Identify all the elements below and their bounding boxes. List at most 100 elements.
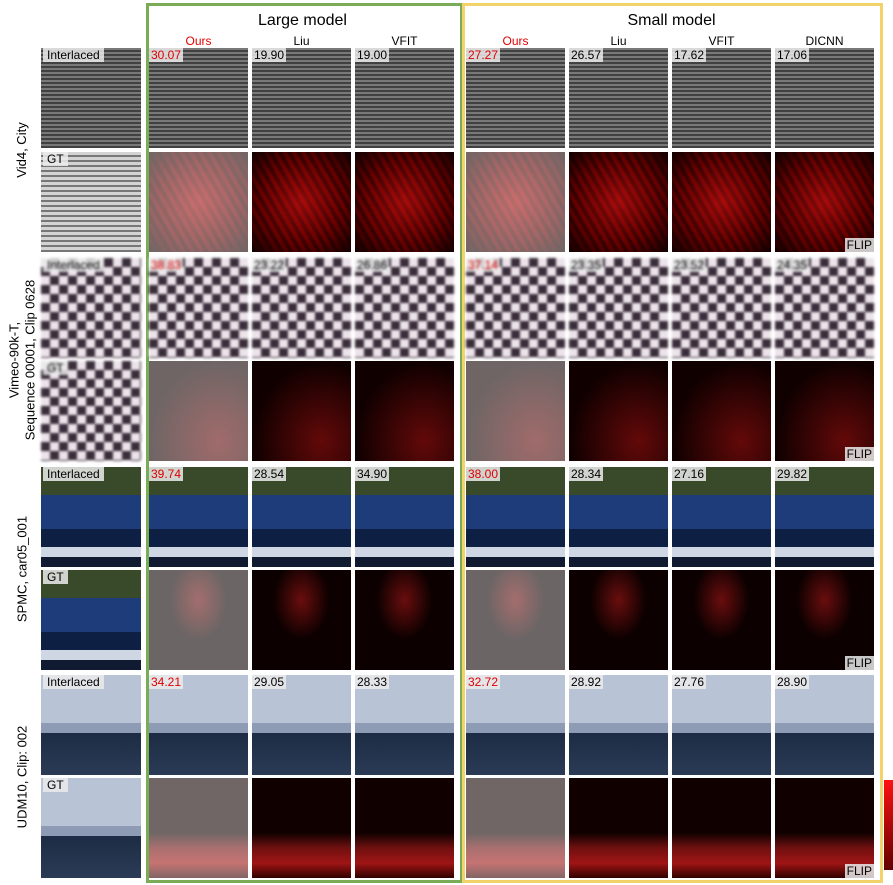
psnr-score: 28.92 bbox=[569, 675, 603, 689]
psnr-score: 34.21 bbox=[149, 675, 183, 689]
result-image: 28.34 bbox=[569, 467, 668, 567]
psnr-score: 32.72 bbox=[466, 675, 500, 689]
error-map bbox=[569, 152, 668, 252]
result-image: 27.27 bbox=[466, 48, 565, 148]
result-image: 38.83 bbox=[149, 258, 248, 358]
error-map: FLIP bbox=[775, 152, 874, 252]
error-map: FLIP bbox=[775, 778, 874, 878]
result-image: 17.06 bbox=[775, 48, 874, 148]
result-image: 23.35 bbox=[569, 258, 668, 358]
result-image: 19.90 bbox=[252, 48, 351, 148]
result-image: 37.14 bbox=[466, 258, 565, 358]
method-label: Liu bbox=[252, 34, 351, 48]
section-label-line: SPMC, car05_001 bbox=[14, 467, 30, 670]
error-map bbox=[149, 778, 248, 878]
error-map bbox=[569, 778, 668, 878]
section-label-line: Vid4, City bbox=[14, 48, 30, 252]
gt-image: GT bbox=[41, 361, 141, 461]
colorbar bbox=[884, 780, 893, 870]
gt-label: GT bbox=[43, 361, 68, 375]
psnr-score: 29.82 bbox=[775, 467, 809, 481]
error-map bbox=[355, 570, 454, 670]
group-title: Large model bbox=[149, 12, 456, 30]
group-title: Small model bbox=[466, 12, 877, 30]
result-image: 39.74 bbox=[149, 467, 248, 567]
error-map bbox=[569, 570, 668, 670]
result-image: 34.90 bbox=[355, 467, 454, 567]
result-image: 28.54 bbox=[252, 467, 351, 567]
error-map bbox=[149, 361, 248, 461]
error-map bbox=[466, 778, 565, 878]
section-label: UDM10, Clip: 002 bbox=[4, 675, 40, 878]
psnr-score: 23.52 bbox=[672, 258, 706, 272]
section-label-line: UDM10, Clip: 002 bbox=[14, 675, 30, 878]
gt-label: GT bbox=[43, 778, 68, 792]
psnr-score: 24.35 bbox=[775, 258, 809, 272]
psnr-score: 28.34 bbox=[569, 467, 603, 481]
error-map bbox=[672, 361, 771, 461]
error-map: FLIP bbox=[775, 361, 874, 461]
result-image: 30.07 bbox=[149, 48, 248, 148]
error-map bbox=[355, 778, 454, 878]
flip-label: FLIP bbox=[845, 656, 874, 670]
psnr-score: 34.90 bbox=[355, 467, 389, 481]
result-image: 24.35 bbox=[775, 258, 874, 358]
gt-image: GT bbox=[41, 570, 141, 670]
error-map bbox=[466, 152, 565, 252]
method-label: DICNN bbox=[775, 34, 874, 48]
input-label: Interlaced bbox=[43, 258, 104, 272]
psnr-score: 28.33 bbox=[355, 675, 389, 689]
error-map bbox=[252, 152, 351, 252]
method-label: VFIT bbox=[672, 34, 771, 48]
input-image: Interlaced bbox=[41, 675, 141, 775]
result-image: 26.86 bbox=[355, 258, 454, 358]
psnr-score: 19.00 bbox=[355, 48, 389, 62]
error-map bbox=[149, 152, 248, 252]
psnr-score: 23.35 bbox=[569, 258, 603, 272]
section-label: Vid4, City bbox=[4, 48, 40, 252]
error-map bbox=[252, 361, 351, 461]
result-image: 23.52 bbox=[672, 258, 771, 358]
figure: Large modelOursLiuVFITSmall modelOursLiu… bbox=[0, 0, 893, 885]
input-image: Interlaced bbox=[41, 258, 141, 358]
result-image: 26.57 bbox=[569, 48, 668, 148]
flip-label: FLIP bbox=[845, 864, 874, 878]
error-map bbox=[672, 778, 771, 878]
gt-label: GT bbox=[43, 152, 68, 166]
flip-label: FLIP bbox=[845, 238, 874, 252]
input-label: Interlaced bbox=[43, 48, 104, 62]
flip-label: FLIP bbox=[845, 447, 874, 461]
psnr-score: 27.16 bbox=[672, 467, 706, 481]
section-label-line: Sequence 00001, Clip 0628 bbox=[22, 258, 38, 461]
result-image: 19.00 bbox=[355, 48, 454, 148]
error-map bbox=[672, 152, 771, 252]
error-map bbox=[355, 152, 454, 252]
result-image: 34.21 bbox=[149, 675, 248, 775]
error-map bbox=[355, 361, 454, 461]
psnr-score: 39.74 bbox=[149, 467, 183, 481]
psnr-score: 17.62 bbox=[672, 48, 706, 62]
result-image: 17.62 bbox=[672, 48, 771, 148]
result-image: 27.76 bbox=[672, 675, 771, 775]
error-map bbox=[466, 361, 565, 461]
psnr-score: 23.22 bbox=[252, 258, 286, 272]
error-map: FLIP bbox=[775, 570, 874, 670]
method-label: Ours bbox=[466, 34, 565, 48]
psnr-score: 17.06 bbox=[775, 48, 809, 62]
result-image: 38.00 bbox=[466, 467, 565, 567]
input-image: Interlaced bbox=[41, 467, 141, 567]
error-map bbox=[672, 570, 771, 670]
error-map bbox=[149, 570, 248, 670]
psnr-score: 38.00 bbox=[466, 467, 500, 481]
result-image: 32.72 bbox=[466, 675, 565, 775]
result-image: 27.16 bbox=[672, 467, 771, 567]
psnr-score: 27.27 bbox=[466, 48, 500, 62]
error-map bbox=[569, 361, 668, 461]
error-map bbox=[252, 570, 351, 670]
psnr-score: 28.54 bbox=[252, 467, 286, 481]
psnr-score: 29.05 bbox=[252, 675, 286, 689]
psnr-score: 26.57 bbox=[569, 48, 603, 62]
error-map bbox=[252, 778, 351, 878]
method-label: VFIT bbox=[355, 34, 454, 48]
section-label: Vimeo-90k-T,Sequence 00001, Clip 0628 bbox=[4, 258, 40, 461]
